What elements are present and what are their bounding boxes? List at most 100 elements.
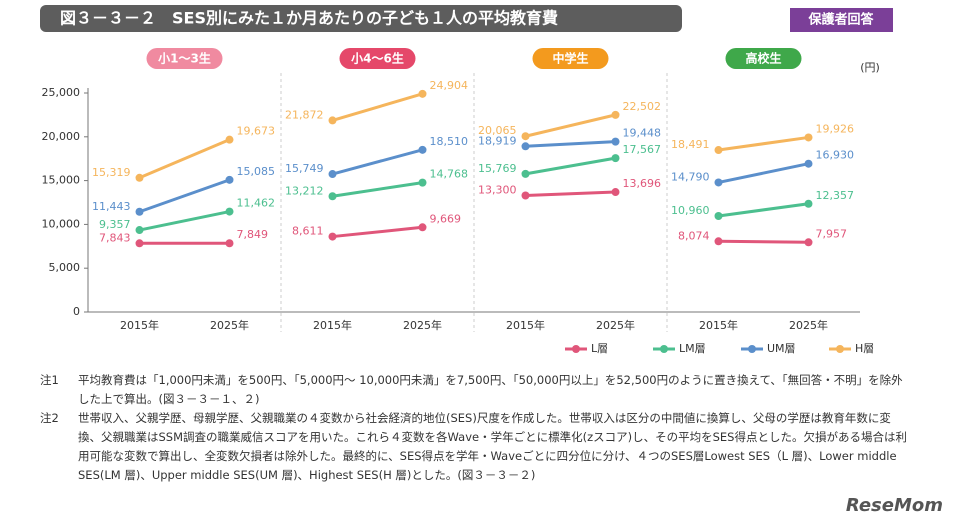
x-tick-label: 2015年 bbox=[699, 318, 738, 332]
point bbox=[714, 146, 723, 155]
point bbox=[418, 89, 427, 98]
point bbox=[225, 175, 234, 184]
group-pill bbox=[532, 48, 609, 69]
series-line bbox=[718, 202, 809, 218]
point bbox=[804, 133, 813, 142]
note-text: 平均教育費は「1,000円未満」を500円、「5,000円～ 10,000円未満… bbox=[78, 373, 903, 406]
point bbox=[714, 211, 723, 220]
value-label: 10,960 bbox=[671, 204, 710, 217]
badge bbox=[790, 8, 893, 32]
y-tick-label: 10,000 bbox=[42, 217, 81, 230]
unit-label: (円) bbox=[860, 61, 880, 74]
point bbox=[225, 135, 234, 144]
value-label: 7,957 bbox=[816, 227, 848, 240]
value-label: 8,074 bbox=[678, 229, 710, 242]
series-line bbox=[718, 162, 809, 184]
note-text: 世帯収入、父親学歴、母親学歴、父親職業の４変数から社会経済的地位(SES)尺度を… bbox=[78, 411, 907, 482]
chart: 図３－３－２ SES別にみた１か月あたりの子ども１人の平均教育費 保護者回答 (… bbox=[40, 5, 893, 355]
point bbox=[135, 207, 144, 216]
x-tick-label: 2015年 bbox=[506, 318, 545, 332]
group-pill bbox=[725, 48, 802, 69]
value-label: 20,065 bbox=[478, 124, 517, 137]
value-label: 8,611 bbox=[292, 225, 324, 238]
point bbox=[328, 192, 337, 201]
x-tick-label: 2025年 bbox=[596, 318, 635, 332]
value-label: 19,926 bbox=[816, 122, 855, 135]
point bbox=[521, 142, 530, 151]
point bbox=[328, 116, 337, 125]
value-label: 9,357 bbox=[99, 218, 131, 231]
series-line bbox=[332, 148, 423, 176]
value-label: 9,669 bbox=[430, 212, 462, 225]
value-label: 24,904 bbox=[430, 79, 469, 92]
value-label: 14,768 bbox=[430, 168, 469, 181]
x-tick-label: 2015年 bbox=[313, 318, 352, 332]
value-label: 15,085 bbox=[237, 165, 276, 178]
point bbox=[328, 232, 337, 241]
legend-label: UM層 bbox=[767, 342, 796, 355]
legend-marker bbox=[572, 345, 580, 353]
value-label: 13,696 bbox=[623, 177, 662, 190]
point bbox=[521, 191, 530, 200]
value-label: 7,849 bbox=[237, 228, 269, 241]
series-line bbox=[332, 181, 423, 198]
series-line bbox=[525, 140, 616, 148]
point bbox=[611, 137, 620, 146]
value-label: 11,443 bbox=[92, 200, 131, 213]
point bbox=[714, 237, 723, 246]
value-label: 21,872 bbox=[285, 108, 324, 121]
point bbox=[135, 226, 144, 235]
note: 注1 平均教育費は「1,000円未満」を500円、「5,000円～ 10,000円… bbox=[40, 371, 910, 409]
point bbox=[135, 173, 144, 182]
value-label: 14,790 bbox=[671, 170, 710, 183]
note: 注2 世帯収入、父親学歴、母親学歴、父親職業の４変数から社会経済的地位(SES)尺… bbox=[40, 409, 910, 485]
x-tick-label: 2025年 bbox=[210, 318, 249, 332]
series-line bbox=[332, 225, 423, 239]
y-tick-label: 15,000 bbox=[42, 174, 81, 187]
series-line bbox=[139, 210, 230, 232]
point bbox=[225, 239, 234, 248]
group-label: 中学生 bbox=[552, 51, 588, 66]
group-pill bbox=[146, 48, 223, 69]
legend-marker bbox=[660, 345, 668, 353]
legend-marker bbox=[836, 345, 844, 353]
value-label: 13,300 bbox=[478, 183, 517, 196]
series-line bbox=[525, 113, 616, 138]
point bbox=[804, 199, 813, 208]
legend-label: L層 bbox=[591, 342, 608, 355]
series-line bbox=[525, 156, 616, 176]
value-label: 15,319 bbox=[92, 166, 131, 179]
legend-label: H層 bbox=[855, 342, 874, 355]
value-label: 18,510 bbox=[430, 135, 469, 148]
y-tick-label: 20,000 bbox=[42, 130, 81, 143]
x-tick-label: 2025年 bbox=[789, 318, 828, 332]
value-label: 16,930 bbox=[816, 149, 855, 162]
group-label: 小1～3生 bbox=[158, 51, 211, 66]
notes: 注1 平均教育費は「1,000円未満」を500円、「5,000円～ 10,000円… bbox=[40, 371, 910, 485]
point bbox=[418, 178, 427, 187]
point bbox=[804, 238, 813, 247]
series-line bbox=[525, 190, 616, 197]
group-label: 小4～6生 bbox=[351, 51, 404, 66]
value-label: 12,357 bbox=[816, 189, 855, 202]
x-tick-label: 2025年 bbox=[403, 318, 442, 332]
point bbox=[225, 207, 234, 216]
y-tick-label: 25,000 bbox=[42, 86, 81, 99]
watermark: ReseMom bbox=[845, 495, 943, 516]
point bbox=[418, 223, 427, 232]
series-line bbox=[718, 239, 809, 244]
point bbox=[714, 178, 723, 187]
value-label: 15,769 bbox=[478, 162, 517, 175]
value-label: 11,462 bbox=[237, 197, 276, 210]
series-line bbox=[138, 178, 231, 214]
legend-label: LM層 bbox=[679, 342, 706, 355]
point bbox=[611, 154, 620, 163]
value-label: 18,919 bbox=[478, 134, 517, 147]
value-label: 19,448 bbox=[623, 127, 662, 140]
value-label: 15,749 bbox=[285, 162, 324, 175]
value-label: 19,673 bbox=[237, 125, 276, 138]
point bbox=[418, 145, 427, 154]
note-label: 注1 bbox=[40, 373, 59, 387]
point bbox=[804, 159, 813, 168]
